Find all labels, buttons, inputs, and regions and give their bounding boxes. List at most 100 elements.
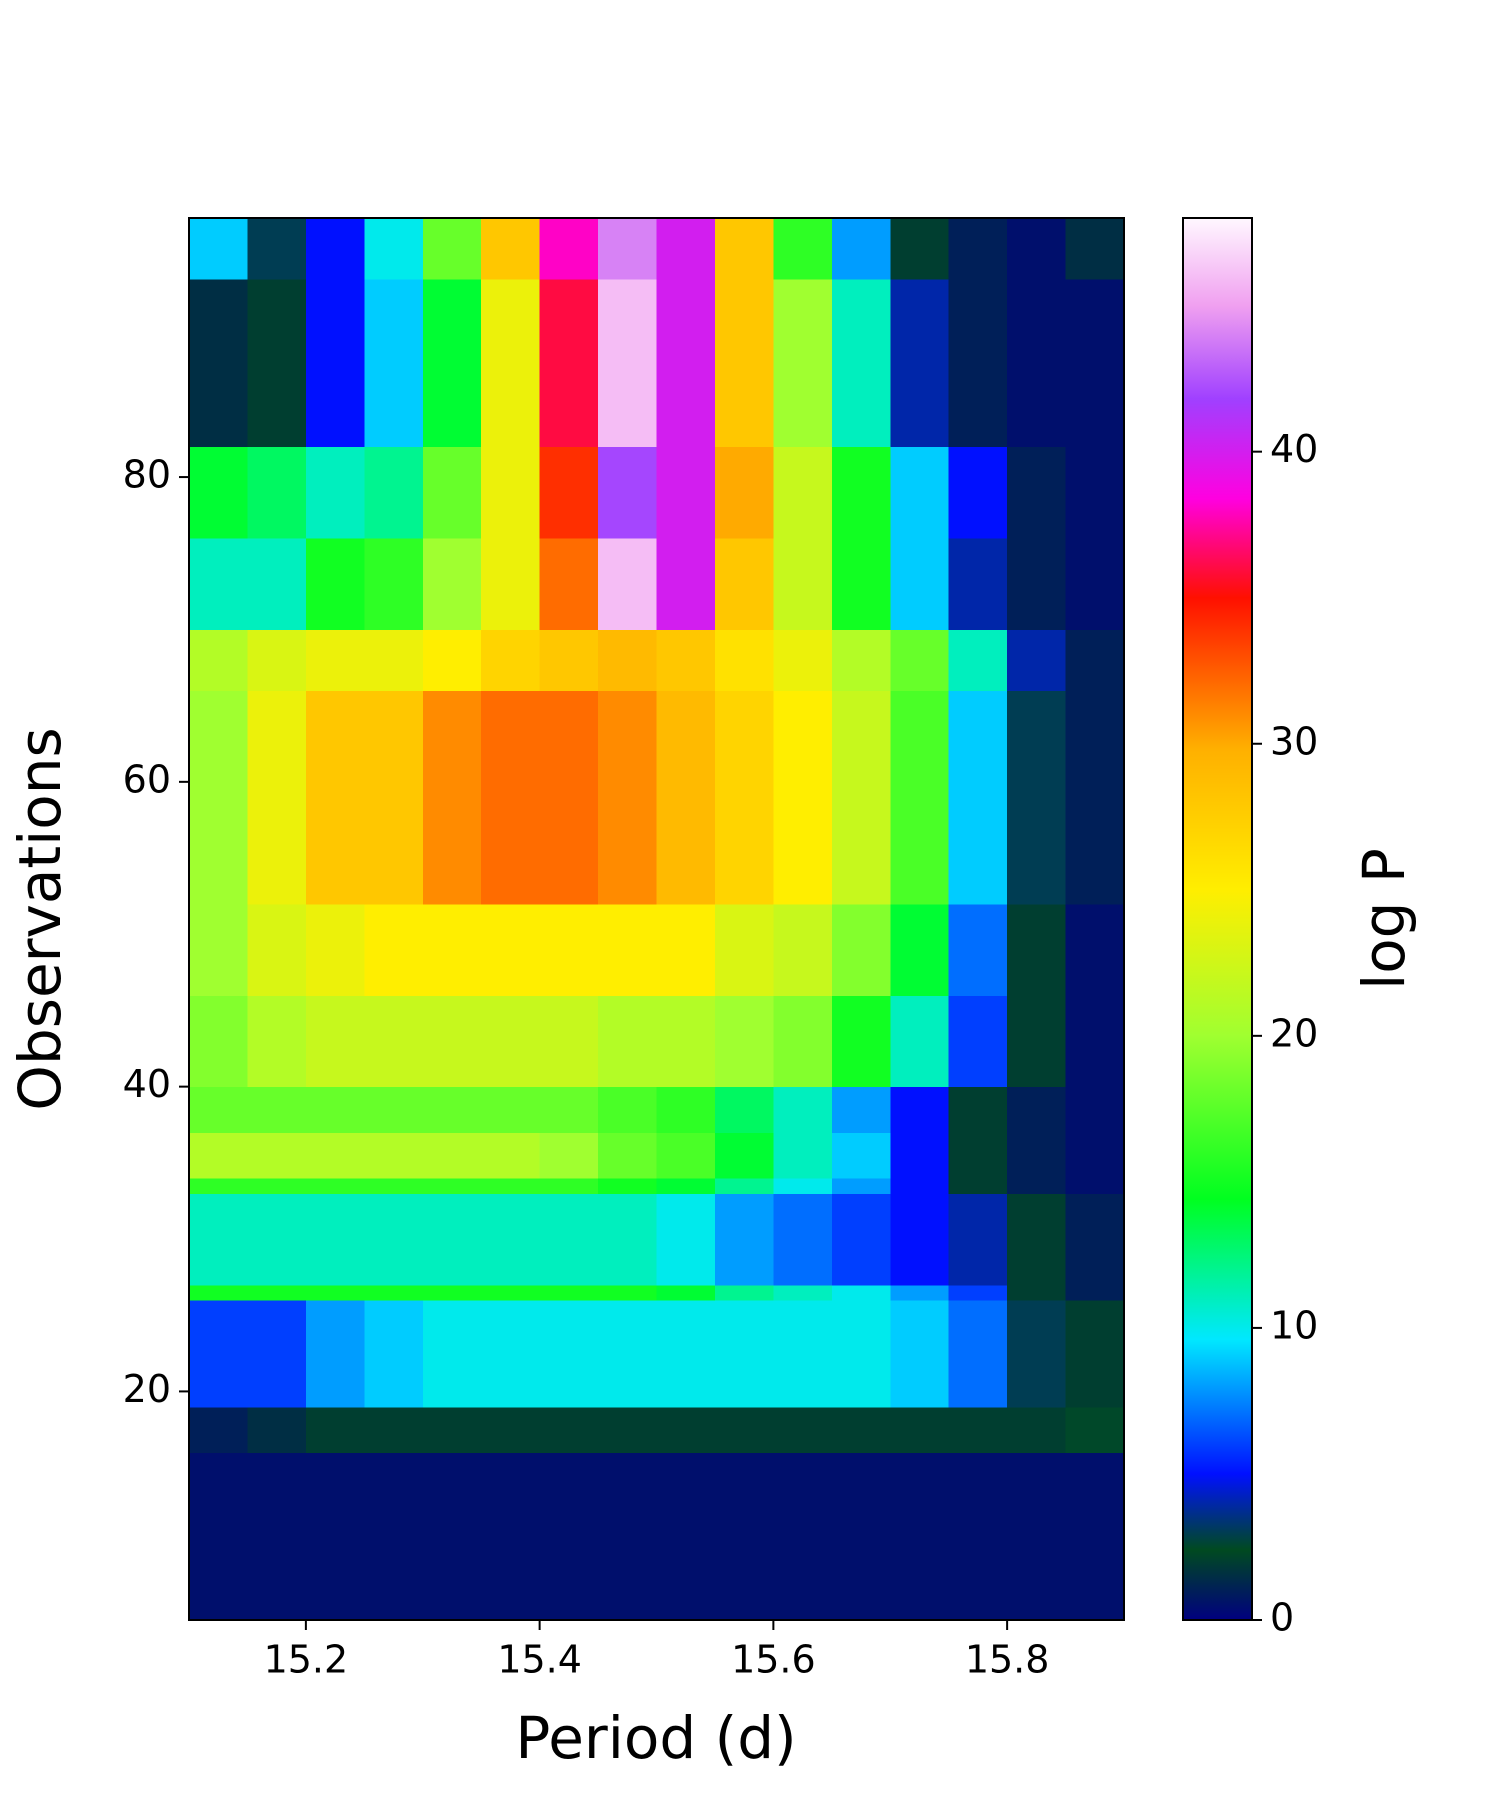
heatmap-cell: [890, 1086, 950, 1133]
heatmap-cell: [481, 995, 541, 1088]
heatmap-cell: [714, 690, 774, 905]
heatmap-cell: [422, 1178, 482, 1194]
heatmap-cell: [247, 1132, 307, 1179]
heatmap-cell: [1007, 1284, 1067, 1301]
heatmap-cell: [598, 278, 658, 448]
heatmap-cell: [305, 1193, 365, 1286]
heatmap-cell: [539, 446, 599, 539]
heatmap-cell: [539, 1193, 599, 1286]
heatmap-cell: [189, 218, 249, 280]
heatmap-cell: [831, 1299, 891, 1408]
heatmap-cell: [1007, 218, 1067, 280]
heatmap-cell: [714, 1132, 774, 1179]
heatmap-cell: [598, 903, 658, 996]
heatmap-cell: [890, 995, 950, 1088]
heatmap-cell: [890, 1406, 950, 1453]
y-tick-label: 20: [123, 1367, 171, 1411]
heatmap-cell: [656, 1178, 716, 1194]
heatmap-cell: [364, 278, 424, 448]
heatmap-cell: [1007, 1132, 1067, 1179]
heatmap-cell: [714, 1178, 774, 1194]
heatmap-cell: [656, 690, 716, 905]
heatmap-cell: [656, 629, 716, 692]
heatmap-cell: [1007, 903, 1067, 996]
heatmap-cell: [1007, 1193, 1067, 1286]
heatmap-cell: [539, 995, 599, 1088]
heatmap-cell: [598, 1178, 658, 1194]
heatmap-cell: [1007, 446, 1067, 539]
heatmap-cell: [598, 1132, 658, 1179]
heatmap-cell: [1007, 278, 1067, 448]
heatmap-cell: [948, 278, 1008, 448]
heatmap-cell: [714, 903, 774, 996]
heatmap-cell: [1065, 1452, 1125, 1621]
heatmap-cell: [1065, 1406, 1125, 1453]
heatmap-cell: [773, 218, 833, 280]
heatmap-cell: [773, 1193, 833, 1286]
heatmap-cell: [890, 1299, 950, 1408]
heatmap-cell: [247, 995, 307, 1088]
heatmap-cell: [422, 1193, 482, 1286]
heatmap-cell: [714, 278, 774, 448]
heatmap-cell: [189, 446, 249, 539]
heatmap-cell: [831, 903, 891, 996]
heatmap-cell: [890, 538, 950, 631]
heatmap-cell: [481, 1299, 541, 1408]
heatmap-cell: [422, 1299, 482, 1408]
heatmap-cell: [1007, 1299, 1067, 1408]
heatmap-cell: [539, 538, 599, 631]
y-tick-label: 60: [123, 757, 171, 801]
heatmap-cell: [1065, 1178, 1125, 1194]
heatmap-cell: [481, 1132, 541, 1179]
heatmap-cell: [598, 629, 658, 692]
heatmap-cell: [948, 690, 1008, 905]
heatmap-cell: [714, 995, 774, 1088]
heatmap-cell: [598, 218, 658, 280]
heatmap-cell: [247, 218, 307, 280]
heatmap-cell: [481, 1452, 541, 1621]
heatmap-cell: [948, 1299, 1008, 1408]
heatmap-cell: [481, 1086, 541, 1133]
heatmap-cell: [305, 1086, 365, 1133]
heatmap-cell: [831, 1132, 891, 1179]
heatmap-cell: [714, 446, 774, 539]
heatmap-cell: [598, 995, 658, 1088]
heatmap-cell: [948, 1132, 1008, 1179]
heatmap-cell: [831, 1284, 891, 1301]
heatmap-cell: [598, 446, 658, 539]
heatmap-cell: [422, 1284, 482, 1301]
heatmap-cell: [539, 690, 599, 905]
heatmap-cell: [831, 1086, 891, 1133]
heatmap-cell: [305, 1178, 365, 1194]
heatmap-cell: [714, 1193, 774, 1286]
heatmap-cell: [598, 1299, 658, 1408]
heatmap-cell: [539, 1284, 599, 1301]
heatmap-cell: [656, 1086, 716, 1133]
x-tick-label: 15.2: [264, 1638, 349, 1682]
heatmap-cell: [364, 1299, 424, 1408]
heatmap-cell: [305, 629, 365, 692]
heatmap-cell: [189, 1406, 249, 1453]
heatmap-cell: [422, 1406, 482, 1453]
heatmap-cell: [481, 1406, 541, 1453]
heatmap-cell: [305, 1132, 365, 1179]
heatmap-cell: [714, 538, 774, 631]
heatmap-cell: [364, 1406, 424, 1453]
y-axis-label: Observations: [6, 727, 74, 1110]
heatmap-cell: [1007, 629, 1067, 692]
heatmap-cell: [305, 690, 365, 905]
heatmap-cell: [598, 690, 658, 905]
heatmap-cell: [831, 1452, 891, 1621]
heatmap-cell: [948, 218, 1008, 280]
heatmap-cell: [364, 1284, 424, 1301]
heatmap-cell: [189, 629, 249, 692]
heatmap-cell: [422, 1452, 482, 1621]
heatmap-cell: [247, 278, 307, 448]
heatmap-cell: [422, 903, 482, 996]
heatmap-cell: [1007, 1452, 1067, 1621]
heatmap-cell: [539, 1406, 599, 1453]
heatmap-cell: [831, 1406, 891, 1453]
x-axis-label: Period (d): [515, 1704, 796, 1772]
heatmap-cell: [773, 446, 833, 539]
